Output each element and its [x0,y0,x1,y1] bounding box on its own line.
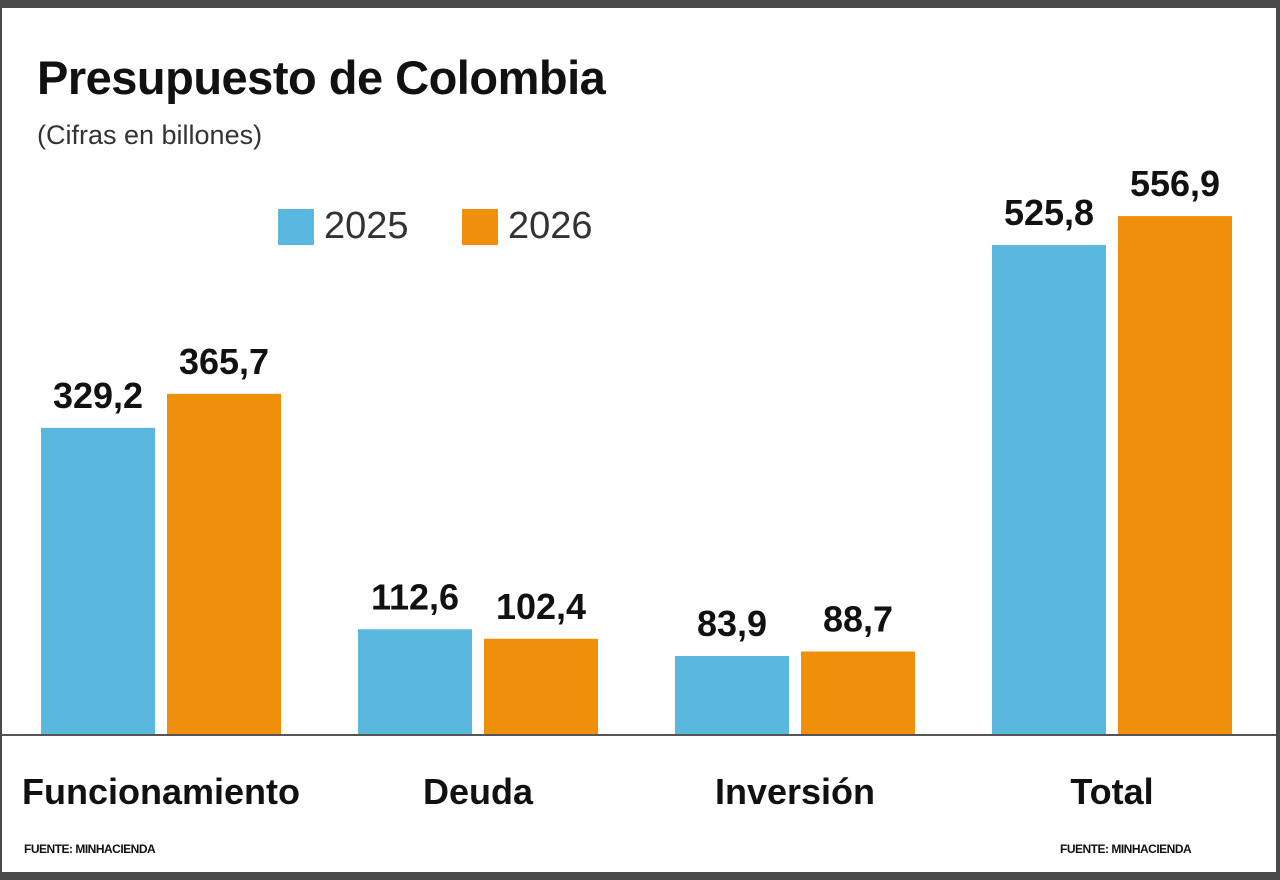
chart-subtitle: (Cifras en billones) [37,120,263,150]
bar-2026-inversión [801,651,915,734]
legend-item-2026: 2026 [462,205,593,248]
category-label: Deuda [423,771,534,812]
bar-2026-total [1118,216,1232,734]
data-label: 329,2 [53,375,143,416]
source-right: FUENTE: MINHACIENDA [1060,842,1192,856]
data-label: 365,7 [179,341,269,382]
bar-2025-total [992,245,1106,735]
chart-title: Presupuesto de Colombia [37,51,606,104]
category-label: Total [1070,771,1153,812]
legend-swatch-2025 [278,208,314,245]
category-label: Inversión [715,771,875,812]
legend-label-2025: 2025 [324,205,409,247]
legend-swatch-2026 [462,208,498,245]
bar-2025-inversión [675,655,789,734]
bar-2025-funcionamiento [41,427,155,734]
legend-label-2026: 2026 [508,205,593,247]
data-label: 112,6 [371,576,459,617]
data-label: 83,9 [697,603,767,644]
bar-2026-deuda [484,638,598,734]
category-label: Funcionamiento [22,771,300,812]
source-left: FUENTE: MINHACIENDA [24,842,156,856]
data-label: 525,8 [1004,192,1094,233]
data-label: 88,7 [823,599,893,640]
bar-2026-funcionamiento [167,393,281,734]
data-label: 102,4 [496,586,586,627]
data-label: 556,9 [1130,163,1220,204]
legend-item-2025: 2025 [278,205,409,248]
bar-2025-deuda [358,629,472,734]
